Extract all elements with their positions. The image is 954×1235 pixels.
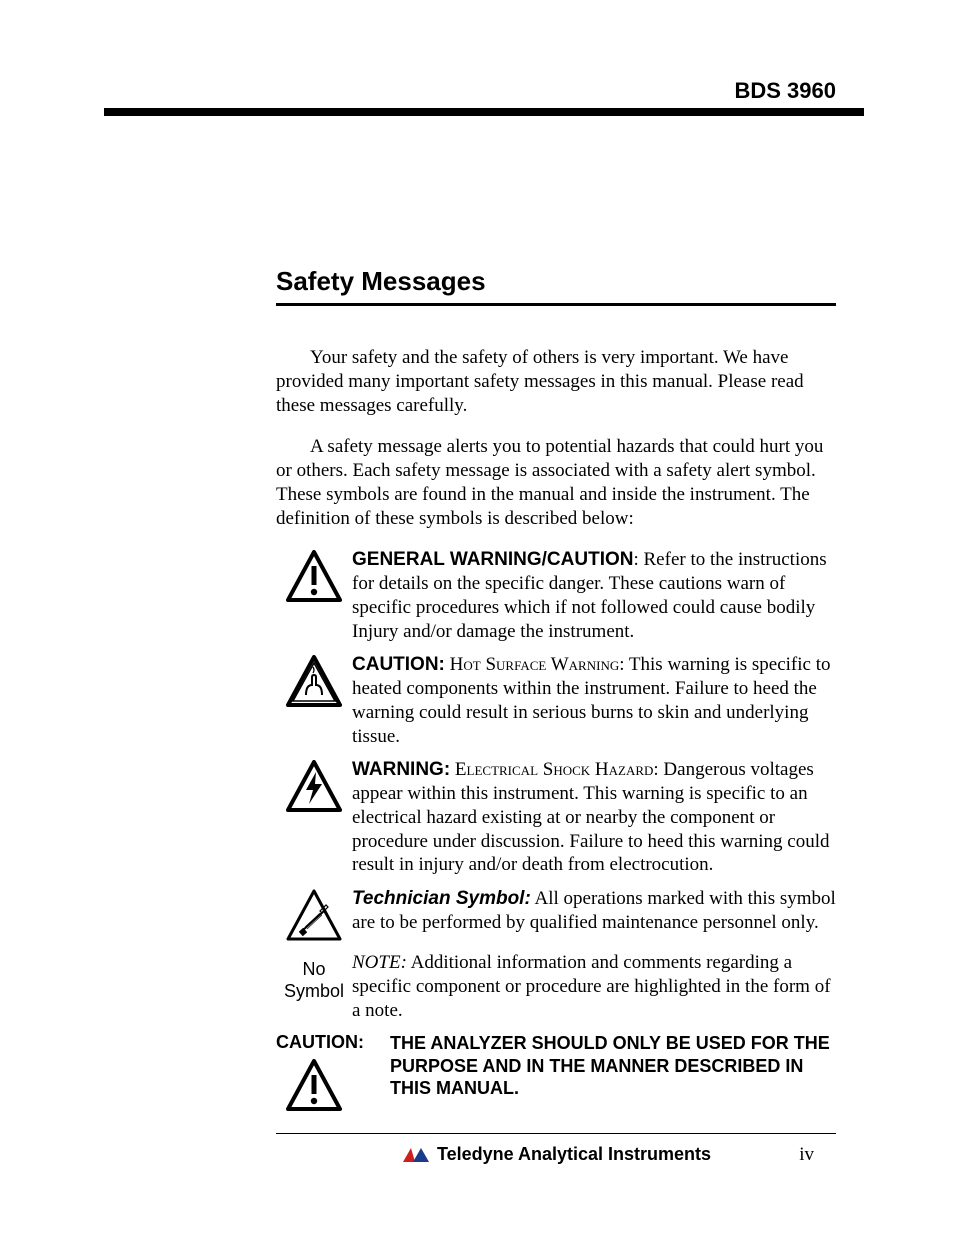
def-general-warning: GENERAL WARNING/CAUTION: Refer to the in… xyxy=(276,548,836,643)
nosym-line2: Symbol xyxy=(284,981,344,1001)
def-hot-sublabel: Hot Surface Warning xyxy=(450,654,620,675)
nosym-line1: No xyxy=(302,959,325,979)
def-general-label: GENERAL WARNING/CAUTION xyxy=(352,549,633,570)
def-hot-text: CAUTION: Hot Surface Warning: This warni… xyxy=(352,653,836,748)
def-note-text: NOTE: Additional information and comment… xyxy=(352,951,836,1022)
hot-surface-icon xyxy=(276,653,352,707)
symbol-definitions: GENERAL WARNING/CAUTION: Refer to the in… xyxy=(276,548,836,1022)
footer: Teledyne Analytical Instruments iv xyxy=(276,1133,836,1165)
def-tech-label: Technician Symbol: xyxy=(352,888,531,909)
def-elec-sublabel: Electrical Shock Hazard xyxy=(455,759,654,780)
def-elec-label: WARNING: xyxy=(352,759,450,780)
teledyne-logo-icon xyxy=(401,1146,431,1164)
no-symbol-label: No Symbol xyxy=(276,951,352,1002)
caution-triangle-icon xyxy=(276,1059,382,1111)
def-electrical: WARNING: Electrical Shock Hazard: Danger… xyxy=(276,758,836,877)
def-technician: Technician Symbol: All operations marked… xyxy=(276,887,836,941)
section-rule xyxy=(276,303,836,306)
intro-paragraph-2: A safety message alerts you to potential… xyxy=(276,435,836,530)
def-note-body: Additional information and comments rega… xyxy=(352,952,831,1021)
caution-block: CAUTION: THE ANALYZER SHOULD ONLY BE USE… xyxy=(276,1032,836,1111)
footer-line: Teledyne Analytical Instruments iv xyxy=(276,1144,836,1165)
technician-icon xyxy=(276,887,352,941)
footer-brand: Teledyne Analytical Instruments xyxy=(401,1144,711,1165)
content-area: Safety Messages Your safety and the safe… xyxy=(276,266,836,1111)
def-hot-surface: CAUTION: Hot Surface Warning: This warni… xyxy=(276,653,836,748)
footer-brand-text: Teledyne Analytical Instruments xyxy=(437,1144,711,1165)
def-hot-label: CAUTION: xyxy=(352,654,445,675)
def-general-text: GENERAL WARNING/CAUTION: Refer to the in… xyxy=(352,548,836,643)
page: BDS 3960 Safety Messages Your safety and… xyxy=(104,78,864,1111)
def-tech-text: Technician Symbol: All operations marked… xyxy=(352,887,836,935)
caution-label: CAUTION: xyxy=(276,1032,382,1053)
def-elec-text: WARNING: Electrical Shock Hazard: Danger… xyxy=(352,758,836,877)
caution-text: THE ANALYZER SHOULD ONLY BE USED FOR THE… xyxy=(382,1032,836,1100)
caution-left: CAUTION: xyxy=(276,1032,382,1111)
def-note-label: NOTE: xyxy=(352,952,407,973)
electrical-hazard-icon xyxy=(276,758,352,812)
header-product-code: BDS 3960 xyxy=(104,78,864,108)
warning-triangle-icon xyxy=(276,548,352,602)
intro-paragraph-1: Your safety and the safety of others is … xyxy=(276,346,836,417)
page-number: iv xyxy=(799,1144,814,1166)
section-heading: Safety Messages xyxy=(276,266,836,297)
footer-rule xyxy=(276,1133,836,1134)
header-rule xyxy=(104,108,864,116)
def-note: No Symbol NOTE: Additional information a… xyxy=(276,951,836,1022)
